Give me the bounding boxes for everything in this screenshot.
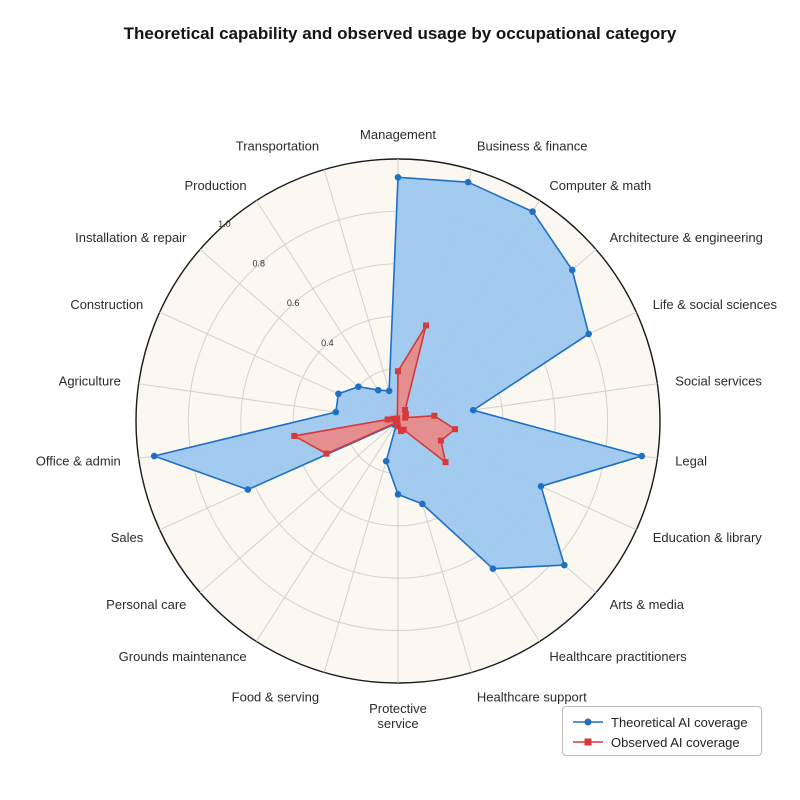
category-label-healthcare-support: Healthcare support (477, 690, 587, 705)
point-observed-ai-coverage-education-and-library (437, 437, 444, 444)
legend-item-theoretical: Theoretical AI coverage (571, 712, 761, 732)
point-theoretical-ai-coverage-protective-service (394, 491, 402, 498)
category-label-education-and-library: Education & library (653, 530, 763, 545)
point-theoretical-ai-coverage-healthcare-support (419, 500, 426, 508)
point-observed-ai-coverage-arts-and-media (442, 459, 449, 466)
point-theoretical-ai-coverage-computer-and-math (529, 208, 536, 215)
legend-swatch-observed (573, 738, 603, 746)
category-label-production: Production (184, 178, 246, 193)
point-theoretical-ai-coverage-food-and-serving (382, 457, 390, 465)
point-observed-ai-coverage-social-services (431, 412, 438, 419)
category-label-healthcare-practitioners: Healthcare practitioners (549, 649, 687, 664)
category-label-computer-and-math: Computer & math (549, 178, 651, 193)
point-observed-ai-coverage-computer-and-math (402, 406, 409, 413)
point-theoretical-ai-coverage-legal (638, 452, 646, 460)
point-theoretical-ai-coverage-production (374, 386, 382, 394)
point-theoretical-ai-coverage-business-and-finance (464, 178, 472, 186)
point-observed-ai-coverage-sales (323, 450, 330, 457)
point-theoretical-ai-coverage-education-and-library (537, 483, 545, 490)
point-observed-ai-coverage-personal-care (393, 419, 400, 426)
grid-spoke (199, 420, 399, 593)
category-label-architecture-and-engineering: Architecture & engineering (610, 230, 763, 245)
point-theoretical-ai-coverage-construction (335, 390, 342, 398)
category-label-installation-and-repair: Installation & repair (75, 230, 187, 245)
radial-tick-label: 0.8 (252, 259, 265, 269)
legend-label-observed: Observed AI coverage (611, 734, 740, 750)
legend-item-observed: Observed AI coverage (571, 732, 761, 752)
point-observed-ai-coverage-business-and-finance (423, 322, 430, 329)
point-observed-ai-coverage-architecture-and-engineering (402, 411, 409, 418)
category-label-sales: Sales (111, 530, 144, 545)
point-theoretical-ai-coverage-management (394, 174, 402, 181)
legend-label-theoretical: Theoretical AI coverage (611, 714, 748, 730)
point-observed-ai-coverage-healthcare-support (397, 428, 404, 435)
category-label-office-and-admin: Office & admin (36, 453, 121, 468)
category-label-legal: Legal (675, 453, 707, 468)
legend-swatch-theoretical (573, 718, 603, 726)
category-label-food-and-serving: Food & serving (232, 690, 319, 705)
point-observed-ai-coverage-agriculture (384, 416, 391, 423)
grid-spoke (255, 200, 399, 422)
point-theoretical-ai-coverage-installation-and-repair (355, 383, 362, 390)
category-label-transportation: Transportation (236, 138, 319, 153)
point-observed-ai-coverage-legal (452, 426, 459, 433)
point-theoretical-ai-coverage-healthcare-practitioners (489, 565, 497, 572)
category-labels: Management Business & finance Computer & m… (36, 127, 778, 731)
category-label-personal-care: Personal care (106, 597, 186, 612)
radial-tick-label: 0.4 (321, 338, 334, 348)
point-observed-ai-coverage-office-and-admin (291, 432, 298, 439)
point-theoretical-ai-coverage-life-and-social-sciences (585, 330, 592, 338)
point-theoretical-ai-coverage-arts-and-media (561, 561, 568, 569)
radial-tick-labels: 0.4 0.6 0.8 1.0 (218, 219, 334, 348)
point-observed-ai-coverage-management (395, 368, 401, 375)
category-label-life-and-social-sciences: Life & social sciences (653, 297, 778, 312)
series-layer (150, 174, 646, 572)
legend: Theoretical AI coverage Observed AI cove… (562, 706, 762, 756)
category-label-arts-and-media: Arts & media (610, 597, 685, 612)
point-theoretical-ai-coverage-transportation (385, 387, 393, 395)
category-label-agriculture: Agriculture (59, 374, 121, 389)
point-theoretical-ai-coverage-agriculture (332, 408, 340, 416)
point-theoretical-ai-coverage-sales (244, 486, 252, 493)
grid-spoke (255, 420, 399, 642)
category-label-construction: Construction (70, 297, 143, 312)
radial-tick-label: 1.0 (218, 219, 231, 229)
category-label-social-services: Social services (675, 374, 762, 389)
category-label-protective-service: Protective service (369, 701, 427, 731)
point-theoretical-ai-coverage-social-services (469, 406, 477, 414)
category-label-management: Management (360, 127, 436, 142)
category-label-business-and-finance: Business & finance (477, 138, 588, 153)
point-observed-ai-coverage-transportation (394, 415, 401, 422)
chart-title: Theoretical capability and observed usag… (123, 24, 677, 43)
radial-tick-label: 0.6 (287, 298, 300, 308)
point-theoretical-ai-coverage-architecture-and-engineering (568, 266, 576, 274)
point-theoretical-ai-coverage-office-and-admin (150, 452, 158, 460)
series-observed-ai-coverage (291, 322, 459, 466)
category-label-grounds-maintenance: Grounds maintenance (119, 649, 247, 664)
point-observed-ai-coverage-life-and-social-sciences (402, 414, 409, 421)
grid-spoke (323, 169, 399, 422)
